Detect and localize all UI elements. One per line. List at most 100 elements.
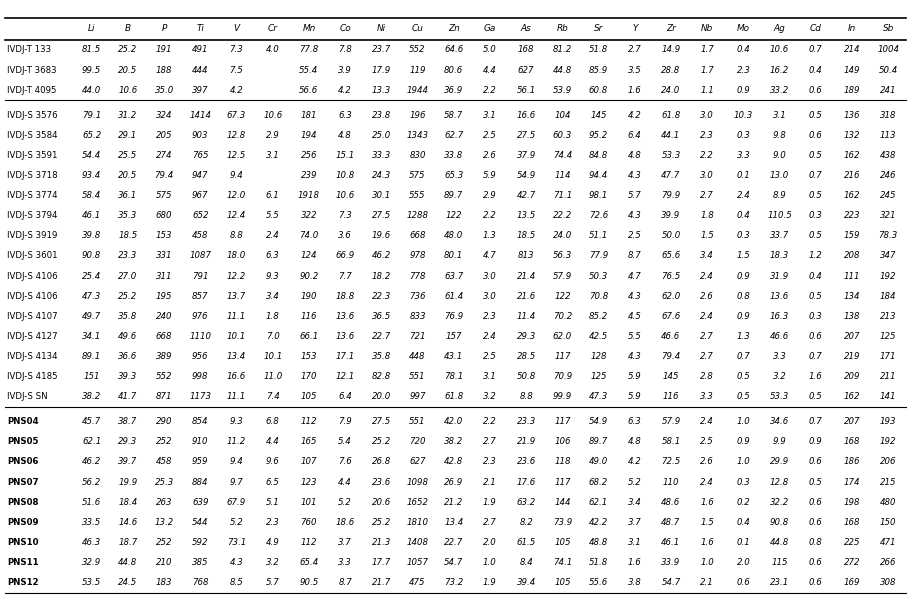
Text: 45.7: 45.7 (82, 417, 102, 426)
Text: 165: 165 (301, 437, 317, 446)
Text: 162: 162 (844, 191, 860, 200)
Text: 668: 668 (409, 232, 425, 241)
Text: 4.7: 4.7 (628, 272, 642, 281)
Text: 575: 575 (155, 191, 173, 200)
Text: 9.8: 9.8 (773, 131, 786, 140)
Text: 25.2: 25.2 (372, 437, 391, 446)
Text: 6.3: 6.3 (628, 417, 642, 426)
Text: 151: 151 (84, 372, 100, 381)
Text: 1.6: 1.6 (700, 538, 714, 547)
Text: 153: 153 (155, 232, 173, 241)
Text: 2.6: 2.6 (483, 151, 497, 160)
Text: 117: 117 (554, 417, 571, 426)
Text: 0.5: 0.5 (809, 110, 823, 119)
Text: 82.8: 82.8 (372, 372, 391, 381)
Text: 207: 207 (844, 417, 860, 426)
Text: 3.3: 3.3 (700, 392, 714, 401)
Text: 0.6: 0.6 (809, 332, 823, 341)
Text: 44.1: 44.1 (662, 131, 681, 140)
Text: 49.0: 49.0 (589, 457, 608, 466)
Text: 110.5: 110.5 (767, 211, 792, 220)
Text: 0.6: 0.6 (809, 498, 823, 507)
Text: 13.4: 13.4 (227, 352, 246, 361)
Text: 2.3: 2.3 (736, 65, 750, 74)
Text: 9.4: 9.4 (230, 171, 244, 180)
Text: 13.6: 13.6 (335, 332, 355, 341)
Text: 4.4: 4.4 (338, 478, 352, 487)
Text: 0.7: 0.7 (809, 171, 823, 180)
Text: 18.3: 18.3 (770, 251, 789, 260)
Text: IVDJ-S 3584: IVDJ-S 3584 (7, 131, 58, 140)
Text: 26.8: 26.8 (372, 457, 391, 466)
Text: 976: 976 (192, 312, 208, 321)
Text: 245: 245 (880, 191, 896, 200)
Text: 20.5: 20.5 (118, 65, 137, 74)
Text: 1.3: 1.3 (483, 232, 497, 241)
Text: 4.9: 4.9 (265, 538, 280, 547)
Text: Sr: Sr (594, 25, 604, 34)
Text: 2.7: 2.7 (628, 46, 642, 55)
Text: 70.8: 70.8 (589, 292, 608, 301)
Text: IVDJ-S 3591: IVDJ-S 3591 (7, 151, 58, 160)
Text: 17.7: 17.7 (372, 558, 391, 567)
Text: 99.9: 99.9 (553, 392, 572, 401)
Text: 956: 956 (192, 352, 208, 361)
Text: PNS05: PNS05 (7, 437, 39, 446)
Text: 70.9: 70.9 (553, 372, 572, 381)
Text: 50.3: 50.3 (589, 272, 608, 281)
Text: 10.1: 10.1 (227, 332, 246, 341)
Text: 5.5: 5.5 (265, 211, 280, 220)
Text: 2.2: 2.2 (483, 86, 497, 95)
Text: 2.7: 2.7 (700, 191, 714, 200)
Text: 0.8: 0.8 (809, 538, 823, 547)
Text: 79.9: 79.9 (662, 191, 681, 200)
Text: 134: 134 (844, 292, 860, 301)
Text: 17.1: 17.1 (335, 352, 355, 361)
Text: 145: 145 (663, 372, 679, 381)
Text: 0.4: 0.4 (736, 211, 750, 220)
Text: 854: 854 (192, 417, 208, 426)
Text: 10.8: 10.8 (335, 171, 355, 180)
Text: IVDJ-T 3683: IVDJ-T 3683 (7, 65, 57, 74)
Text: 290: 290 (155, 417, 173, 426)
Text: IVDJ-S 3601: IVDJ-S 3601 (7, 251, 58, 260)
Text: 18.7: 18.7 (118, 538, 137, 547)
Text: 80.1: 80.1 (445, 251, 464, 260)
Text: 0.9: 0.9 (736, 437, 750, 446)
Text: 7.3: 7.3 (338, 211, 352, 220)
Text: 44.8: 44.8 (118, 558, 137, 567)
Text: 4.2: 4.2 (628, 110, 642, 119)
Text: 50.4: 50.4 (878, 65, 898, 74)
Text: 29.3: 29.3 (516, 332, 535, 341)
Text: 53.9: 53.9 (553, 86, 572, 95)
Text: 552: 552 (409, 46, 425, 55)
Text: 111: 111 (844, 272, 860, 281)
Text: 9.0: 9.0 (773, 151, 786, 160)
Text: 11.1: 11.1 (227, 392, 246, 401)
Text: 311: 311 (155, 272, 173, 281)
Text: 74.4: 74.4 (553, 151, 572, 160)
Text: 27.5: 27.5 (372, 417, 391, 426)
Text: 55.6: 55.6 (589, 578, 608, 587)
Text: 29.1: 29.1 (118, 131, 137, 140)
Text: 0.7: 0.7 (809, 352, 823, 361)
Text: 12.0: 12.0 (227, 191, 246, 200)
Text: 23.7: 23.7 (372, 46, 391, 55)
Text: 58.7: 58.7 (445, 110, 464, 119)
Text: 28.5: 28.5 (516, 352, 535, 361)
Text: 77.8: 77.8 (299, 46, 318, 55)
Text: 94.4: 94.4 (589, 171, 608, 180)
Text: 65.6: 65.6 (662, 251, 681, 260)
Text: 14.6: 14.6 (118, 518, 137, 527)
Text: IVDJ-T 4095: IVDJ-T 4095 (7, 86, 56, 95)
Text: PNS04: PNS04 (7, 417, 39, 426)
Text: 575: 575 (409, 171, 425, 180)
Text: 680: 680 (155, 211, 173, 220)
Text: 884: 884 (192, 478, 208, 487)
Text: 35.8: 35.8 (118, 312, 137, 321)
Text: 7.4: 7.4 (265, 392, 280, 401)
Text: 3.1: 3.1 (483, 110, 497, 119)
Text: 438: 438 (880, 151, 896, 160)
Text: 170: 170 (301, 372, 317, 381)
Text: 89.7: 89.7 (589, 437, 608, 446)
